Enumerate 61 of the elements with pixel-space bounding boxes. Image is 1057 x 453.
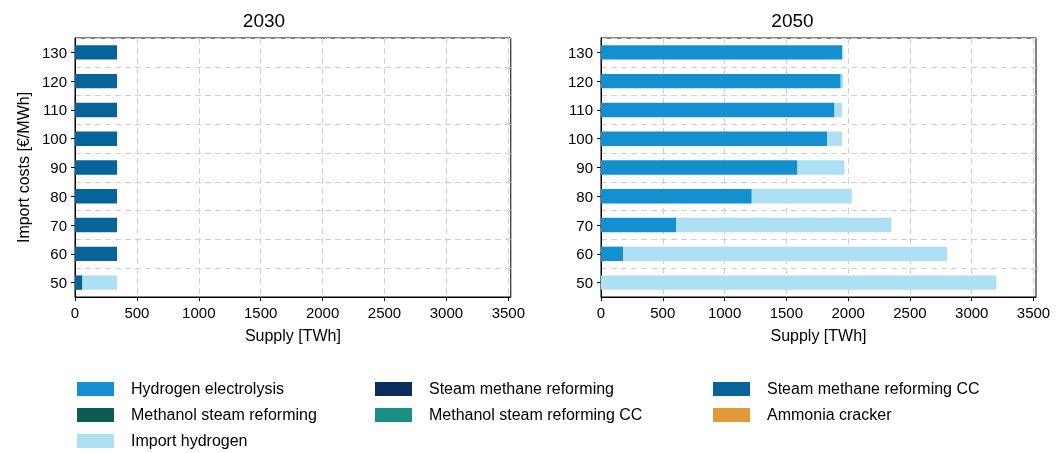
y-tick-label: 60 <box>50 245 67 263</box>
x-tick-label: 2000 <box>831 304 865 321</box>
x-tick-label: 3000 <box>429 304 464 321</box>
bar <box>827 131 842 146</box>
legend-label: Hydrogen electrolysis <box>131 380 284 398</box>
y-tick-label: 100 <box>41 130 67 148</box>
y-axis-title: Import costs [€/MWh] <box>14 91 32 244</box>
x-tick-label: 500 <box>124 304 150 321</box>
legend-label: Steam methane reforming CC <box>767 380 980 398</box>
x-tick-label: 3500 <box>1016 304 1051 321</box>
bar <box>601 246 624 262</box>
bar <box>601 73 841 89</box>
legend-label: Methanol steam reforming <box>131 406 317 424</box>
x-tick-label: 2500 <box>893 304 927 321</box>
y-tick-label: 80 <box>576 187 593 205</box>
x-tick-label: 3500 <box>491 304 525 321</box>
bar <box>601 45 842 60</box>
x-axis-title: Supply [TWh] <box>244 326 341 344</box>
bar <box>834 102 842 118</box>
y-tick-label: 110 <box>43 101 67 119</box>
legend-label: Import hydrogen <box>131 432 248 450</box>
x-tick-label: 1500 <box>244 304 278 321</box>
chart-title: 2030 <box>242 10 286 31</box>
x-axis-title: Supply [TWh] <box>770 326 867 344</box>
x-tick-label: 3000 <box>955 304 989 321</box>
y-tick-label: 80 <box>50 187 67 205</box>
x-tick-label: 0 <box>596 304 606 321</box>
y-tick-label: 100 <box>567 130 593 148</box>
bar <box>623 246 948 262</box>
x-tick-label: 1000 <box>182 304 216 321</box>
y-tick-label: 120 <box>567 72 593 90</box>
y-tick-label: 120 <box>41 72 67 90</box>
bar <box>676 217 892 233</box>
y-tick-label: 90 <box>576 159 593 176</box>
y-tick-label: 50 <box>576 274 593 292</box>
y-tick-label: 70 <box>50 216 67 234</box>
y-tick-label: 70 <box>576 216 593 234</box>
x-tick-label: 1500 <box>769 304 804 321</box>
bar <box>751 189 852 204</box>
y-tick-label: 60 <box>576 245 593 263</box>
x-tick-label: 500 <box>650 304 676 321</box>
legend-label: Steam methane reforming <box>429 380 614 398</box>
bar <box>601 160 798 175</box>
chart-title: 2050 <box>771 10 814 31</box>
y-tick-label: 90 <box>50 159 67 176</box>
bar <box>601 217 677 233</box>
y-tick-label: 50 <box>50 274 67 292</box>
bar <box>601 275 997 290</box>
legend-label: Ammonia cracker <box>767 406 892 424</box>
y-tick-label: 110 <box>569 101 593 119</box>
x-tick-label: 0 <box>70 304 80 321</box>
x-tick-label: 2500 <box>367 304 402 321</box>
x-tick-label: 1000 <box>707 304 742 321</box>
bar <box>601 131 828 146</box>
y-tick-label: 130 <box>567 43 593 61</box>
legend-label: Methanol steam reforming CC <box>429 406 643 424</box>
bar <box>797 160 845 175</box>
x-tick-label: 2000 <box>305 304 340 321</box>
bar <box>601 189 752 204</box>
bar <box>601 102 835 118</box>
y-tick-label: 130 <box>41 43 67 61</box>
